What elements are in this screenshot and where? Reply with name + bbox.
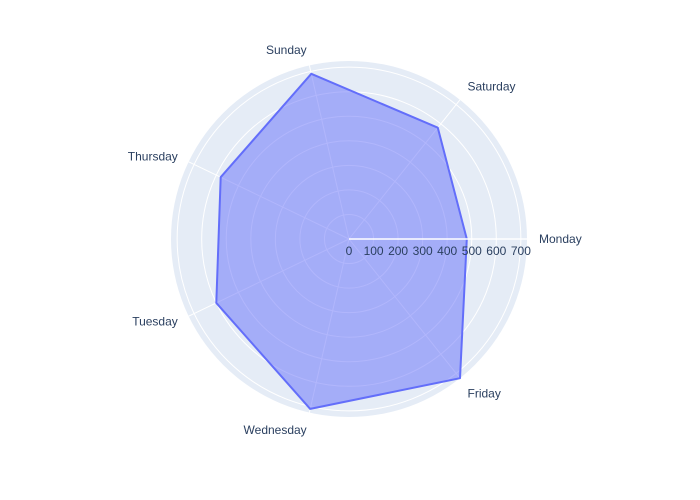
radial-tick-label: 400 bbox=[437, 244, 457, 258]
category-label-wednesday: Wednesday bbox=[244, 423, 307, 437]
category-label-sunday: Sunday bbox=[266, 43, 307, 57]
radial-ticks: 0 100 200 300 400 500 600 700 bbox=[346, 238, 531, 258]
category-label-friday: Friday bbox=[468, 387, 501, 401]
radial-tick-label: 600 bbox=[486, 244, 506, 258]
radial-tick-label: 700 bbox=[511, 244, 531, 258]
radial-tick-label: 500 bbox=[462, 244, 482, 258]
category-label-monday: Monday bbox=[539, 232, 582, 246]
radial-tick-label: 200 bbox=[388, 244, 408, 258]
category-label-thursday: Thursday bbox=[128, 150, 178, 164]
radial-tick-label: 0 bbox=[346, 244, 353, 258]
category-labels: Monday Saturday Sunday Thursday Tuesday Wedne… bbox=[128, 43, 582, 437]
category-label-saturday: Saturday bbox=[468, 80, 516, 94]
radial-tick-label: 300 bbox=[413, 244, 433, 258]
data-layer bbox=[215, 72, 468, 410]
series-area bbox=[215, 72, 468, 410]
category-label-tuesday: Tuesday bbox=[132, 314, 178, 328]
radial-tick-label: 100 bbox=[364, 244, 384, 258]
